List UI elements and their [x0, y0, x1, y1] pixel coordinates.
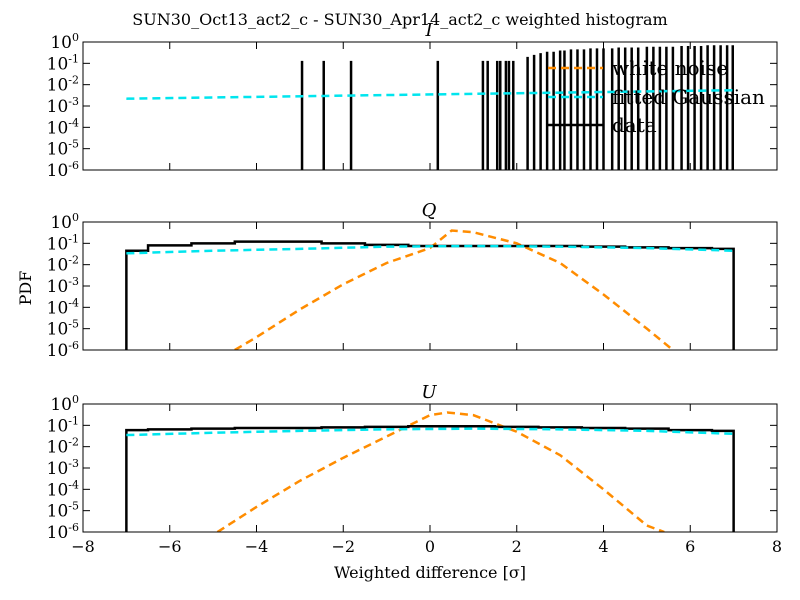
y-tick-label: 10-6	[47, 521, 79, 543]
y-tick-label: 10-3	[47, 95, 79, 117]
y-tick-label: 10-1	[47, 232, 79, 254]
x-tick-label: −2	[331, 537, 355, 556]
x-tick-label: 6	[685, 537, 695, 556]
y-tick-label: 10-2	[47, 254, 79, 276]
y-tick-label: 10-4	[47, 296, 79, 318]
y-tick-label: 10-4	[47, 478, 79, 500]
x-tick-label: −4	[245, 537, 269, 556]
y-tick-label: 100	[50, 211, 79, 233]
y-tick-label: 10-6	[47, 339, 79, 361]
panel-title: U	[421, 382, 437, 403]
y-tick-label: 10-2	[47, 74, 79, 96]
legend-label-white-noise: white noise	[612, 56, 728, 80]
y-tick-label: 10-1	[47, 414, 79, 436]
legend-label-fitted-gaussian: fitted Gaussian	[612, 85, 765, 109]
y-tick-label: 10-1	[47, 52, 79, 74]
x-tick-label: 4	[598, 537, 608, 556]
y-tick-label: 10-6	[47, 159, 79, 181]
x-axis-label: Weighted difference [σ]	[334, 563, 526, 582]
data-step-line	[125, 425, 735, 532]
panel-title: Q	[422, 200, 437, 221]
x-tick-label: −6	[158, 537, 182, 556]
y-tick-label: 10-2	[47, 436, 79, 458]
y-tick-label: 10-5	[47, 138, 79, 160]
y-tick-label: 100	[50, 393, 79, 415]
panel-title: I	[424, 20, 433, 41]
y-tick-label: 10-5	[47, 500, 79, 522]
legend-label-data: data	[612, 113, 657, 137]
white-noise-line	[216, 411, 665, 532]
y-tick-label: 10-3	[47, 457, 79, 479]
fitted-gaussian-line	[126, 88, 734, 100]
x-tick-label: 8	[772, 537, 782, 556]
legend: white noise fitted Gaussian data	[548, 56, 765, 137]
x-tick-label: 2	[512, 537, 522, 556]
y-axis-label: PDF	[16, 271, 35, 306]
fitted-gaussian-line	[126, 427, 734, 437]
y-tick-label: 10-3	[47, 275, 79, 297]
x-tick-label: −8	[71, 537, 95, 556]
data-layer	[126, 45, 735, 170]
y-tick-label: 10-5	[47, 318, 79, 340]
y-tick-label: 10-4	[47, 116, 79, 138]
y-tick-label: 100	[50, 31, 79, 53]
figure-title: SUN30_Oct13_act2_c - SUN30_Apr14_act2_c …	[132, 10, 667, 29]
x-tick-label: 0	[425, 537, 435, 556]
white-noise-line	[234, 229, 674, 350]
data-layer	[125, 229, 735, 350]
data-layer	[125, 411, 735, 532]
fitted-gaussian-line	[126, 244, 734, 255]
